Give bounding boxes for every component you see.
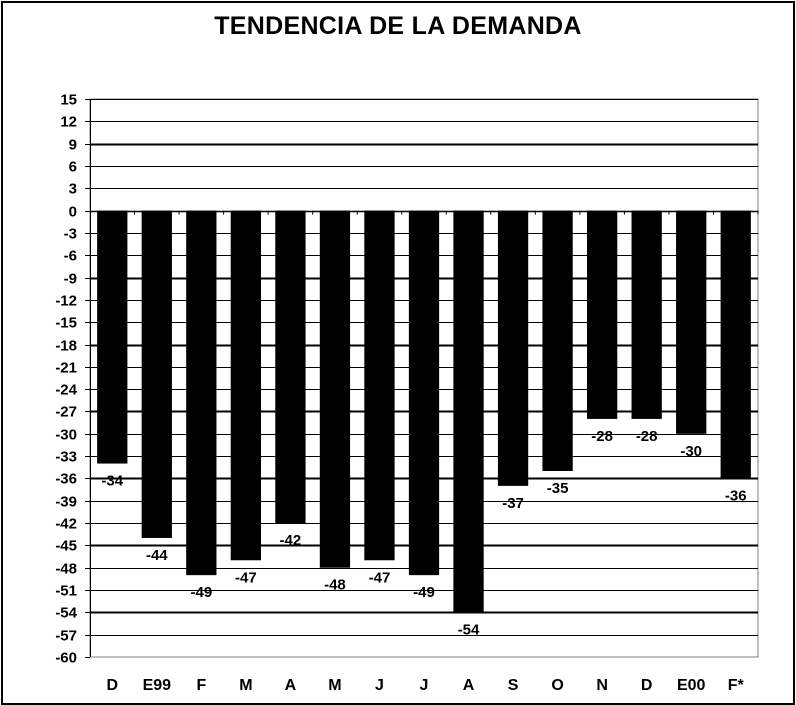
y-tick-label: -30 [55,427,77,444]
data-label: -44 [146,547,168,564]
data-label: -28 [591,428,613,445]
y-tick-label: 9 [69,137,77,154]
bar [364,210,395,561]
x-tick-label: M [239,677,252,694]
bar [720,210,751,479]
bar [230,210,262,561]
data-label: -28 [636,428,658,445]
y-tick-label: -54 [55,605,77,622]
bar [676,210,707,434]
y-tick-label: -15 [55,315,77,332]
bar [453,210,484,613]
bar [275,210,306,524]
x-tick-label: A [285,677,297,694]
x-tick-label: M [328,677,341,694]
bar [497,210,529,486]
data-label: -34 [101,473,123,490]
y-tick-label: -45 [55,538,77,555]
data-label: -47 [369,569,391,586]
y-tick-label: 3 [69,181,77,198]
y-tick-label: -42 [55,516,77,533]
bar [542,210,573,471]
y-tick-label: -48 [55,561,77,578]
data-label: -47 [235,569,257,586]
data-label: -49 [190,584,212,601]
y-tick-label: 15 [60,92,77,109]
y-tick-label: -18 [55,338,77,355]
data-label: -37 [502,495,524,512]
y-tick-label: -27 [55,404,77,421]
x-tick-label: O [551,677,563,694]
y-tick-label: -51 [55,583,77,600]
bar [186,210,217,576]
data-label: -54 [458,621,480,638]
y-tick-label: -6 [64,248,77,265]
x-tick-label: E00 [677,677,706,694]
y-tick-label: -60 [55,650,77,667]
y-tick-label: 0 [69,204,77,221]
y-tick-label: 12 [60,114,77,131]
x-tick-label: N [596,677,608,694]
y-tick-label: -12 [55,293,77,310]
x-tick-label: F [196,677,206,694]
x-axis: D E99 F M A M J J A S O N D E00 F* [90,210,759,694]
y-tick-label: -24 [55,382,77,399]
x-tick-label: F* [728,677,745,694]
data-label: -36 [725,487,747,504]
y-tick-label: -33 [55,449,77,466]
data-label: -35 [547,480,569,497]
x-tick-label: D [641,677,653,694]
x-tick-label: D [106,677,118,694]
data-label: -48 [324,577,346,594]
data-label: -42 [280,532,302,549]
bar [408,210,440,576]
bar [141,210,172,538]
x-tick-label: J [420,677,429,694]
data-label: -49 [413,584,435,601]
y-tick-label: 6 [69,159,77,176]
y-tick-label: -36 [55,471,77,488]
y-tick-label: -21 [55,360,77,377]
bar [97,210,128,464]
y-tick-label: -9 [64,271,77,288]
x-tick-label: E99 [143,677,172,694]
x-tick-label: A [463,677,475,694]
y-tick-label: -3 [64,226,77,243]
x-tick-label: S [508,677,519,694]
chart-title: TENDENCIA DE LA DEMANDA [214,12,582,40]
bar [319,210,351,568]
bar [631,210,662,419]
data-label: -30 [680,443,702,460]
y-tick-label: -39 [55,494,77,511]
data-labels: -34 -44 -49 -47 -42 -48 -47 -49 -54 -37 -35 -28 -28 -… [101,428,746,638]
y-axis: 15 12 9 6 3 0 -3 -6 -9 -12 -15 -18 -21 -24 -27 -30 -33 -3… [55,92,91,667]
bars [97,210,751,613]
bar [586,210,618,419]
x-tick-label: J [375,677,384,694]
y-tick-label: -57 [55,628,77,645]
